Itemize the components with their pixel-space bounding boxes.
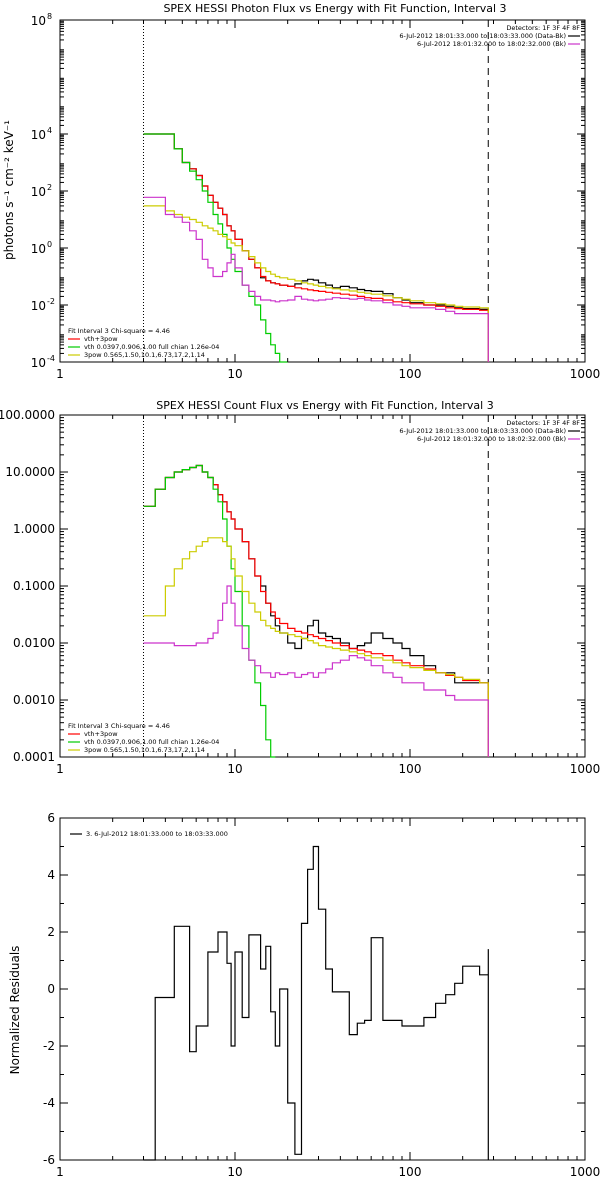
photon-flux-y-tick-label: 10 [31,185,46,199]
photon-flux-x-axis: 1 10 100 1000 [56,20,600,381]
residuals-x-tick-label: 100 [399,1165,422,1179]
count-flux-title: SPEX HESSI Count Flux vs Energy with Fit… [156,399,493,412]
photon-flux-y-tick-label: 10 [31,242,46,256]
count-flux-x-tick-label: 1 [56,762,64,776]
count-flux-energy-range-lines [142,415,489,757]
photon-flux-bk-interval: 6-Jul-2012 18:01:32.000 to 18:02:32.000 … [417,40,566,48]
count-flux-info-box: Detectors: 1F 3F 4F 8F 6-Jul-2012 18:01:… [399,419,580,443]
count-flux-panel: SPEX HESSI Count Flux vs Energy with Fit… [0,399,600,776]
photon-flux-x-tick-label: 1000 [570,367,600,381]
photon-flux-legend-thermal: vth 0.0397,0.906,1.00 full chian 1.26e-0… [84,343,219,351]
residuals-x-tick-label: 1 [56,1165,64,1179]
residuals-y-axis: -6 -4 -2 0 2 4 6 [43,811,585,1167]
residuals-y-tick-label: -2 [43,1039,55,1053]
count-flux-legend-power-law: 3pow 0.565,1.50,10.1,6.73,17.2,1.14 [84,746,205,754]
photon-flux-y-tick-exponent: -4 [47,354,55,363]
photon-flux-legend-fit: vth+3pow [84,335,118,343]
residuals-plot-frame [59,817,586,1161]
residuals-y-tick-label: -4 [43,1096,55,1110]
photon-flux-title: SPEX HESSI Photon Flux vs Energy with Fi… [163,2,506,15]
count-flux-legend-fit: vth+3pow [84,730,118,738]
photon-flux-y-tick-exponent: 4 [47,126,52,135]
count-flux-legend-header: Fit Interval 3 Chi-square = 4.46 [68,722,170,730]
photon-flux-plot-frame [59,19,586,363]
residuals-y-tick-label: 0 [47,982,55,996]
count-flux-legend-thermal: vth 0.0397,0.906,1.00 full chian 1.26e-0… [84,738,219,746]
count-flux-data-interval: 6-Jul-2012 18:01:33.000 to 18:03:33.000 … [399,427,566,435]
count-flux-legend: Fit Interval 3 Chi-square = 4.46 vth+3po… [68,722,219,754]
photon-flux-y-tick-label: 10 [31,356,46,370]
photon-flux-y-tick-exponent: -2 [47,297,55,306]
residuals-ylabel: Normalized Residuals [8,946,22,1075]
residuals-legend: 3. 6-Jul-2012 18:01:33.000 to 18:03:33.0… [70,830,228,838]
photon-flux-y-tick-exponent: 8 [47,12,52,21]
count-flux-fit-line [143,464,489,757]
photon-flux-y-tick-label: 10 [31,128,46,142]
count-flux-y-tick-label: 0.0010 [13,693,55,707]
photon-flux-x-tick-label: 1 [56,367,64,381]
photon-flux-y-tick-exponent: 0 [47,240,52,249]
photon-flux-legend: Fit Interval 3 Chi-square = 4.46 vth+3po… [68,327,219,359]
count-flux-series [143,464,489,758]
photon-flux-info-box: Detectors: 1F 3F 4F 8F 6-Jul-2012 18:01:… [399,24,580,48]
count-flux-x-tick-label: 10 [227,762,242,776]
residuals-legend-label: 3. 6-Jul-2012 18:01:33.000 to 18:03:33.0… [86,830,228,838]
residuals-x-axis: 1 10 100 1000 [56,818,600,1179]
count-flux-y-tick-label: 0.0100 [13,636,55,650]
residuals-y-tick-label: 6 [47,811,55,825]
residuals-y-tick-label: 4 [47,868,55,882]
photon-flux-y-tick-exponent: 2 [47,183,52,192]
count-flux-thermal-line [143,464,276,758]
photon-flux-ylabel: photons s⁻¹ cm⁻² keV⁻¹ [2,120,16,260]
photon-flux-legend-header: Fit Interval 3 Chi-square = 4.46 [68,327,170,335]
residuals-y-tick-label: -6 [43,1153,55,1167]
residuals-residuals-line [143,845,489,1161]
count-flux-x-tick-label: 100 [399,762,422,776]
photon-flux-thermal-line [143,133,288,363]
count-flux-plot-frame [59,414,586,758]
photon-flux-series [143,133,489,363]
residuals-series [143,845,489,1161]
count-flux-x-axis: 1 10 100 1000 [56,415,600,776]
photon-flux-detectors: Detectors: 1F 3F 4F 8F [506,24,580,32]
residuals-panel: Normalized Residuals 1 10 100 1000 -6 -4 -2 0 2… [8,811,600,1179]
photon-flux-fit-line [143,133,489,362]
count-flux-y-tick-label: 10.0000 [5,465,55,479]
count-flux-data-line [143,464,489,757]
photon-flux-x-tick-label: 100 [399,367,422,381]
photon-flux-data-interval: 6-Jul-2012 18:01:33.000 to 18:03:33.000 … [399,32,566,40]
count-flux-y-tick-label: 0.0001 [13,750,55,764]
residuals-y-tick-label: 2 [47,925,55,939]
photon-flux-y-axis: 10 -410 -210 010 210 410 8 [31,12,585,370]
count-flux-y-tick-label: 1.0000 [13,522,55,536]
photon-flux-background-line [143,196,489,362]
count-flux-x-tick-label: 1000 [570,762,600,776]
photon-flux-power-law-line [143,205,489,362]
count-flux-bk-interval: 6-Jul-2012 18:01:32.000 to 18:02:32.000 … [417,435,566,443]
photon-flux-y-tick-label: 10 [31,14,46,28]
photon-flux-energy-range-lines [142,20,489,362]
residuals-x-tick-label: 1000 [570,1165,600,1179]
photon-flux-legend-power-law: 3pow 0.565,1.50,10.1,6.73,17.2,1.14 [84,351,205,359]
count-flux-background-line [143,585,489,757]
photon-flux-y-tick-label: 10 [31,299,46,313]
count-flux-y-tick-label: 100.0000 [0,408,55,422]
count-flux-y-axis: 0.0001 0.0010 0.0100 0.1000 1.0000 10.0000 100… [0,408,585,764]
count-flux-power-law-line [143,537,489,757]
photon-flux-x-tick-label: 10 [227,367,242,381]
photon-flux-panel: SPEX HESSI Photon Flux vs Energy with Fi… [2,2,600,381]
residuals-x-tick-label: 10 [227,1165,242,1179]
count-flux-y-tick-label: 0.1000 [13,579,55,593]
count-flux-detectors: Detectors: 1F 3F 4F 8F [506,419,580,427]
